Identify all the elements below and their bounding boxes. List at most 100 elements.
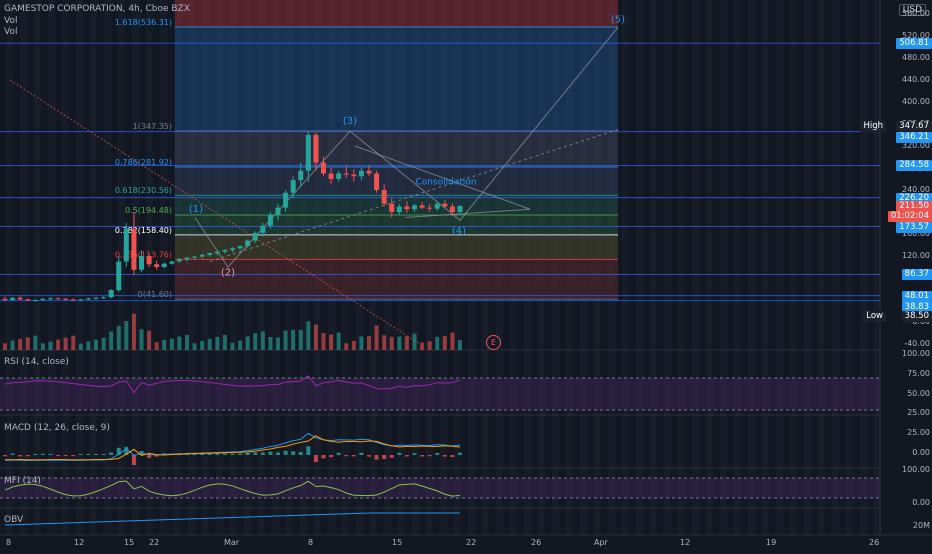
volume-bar: [306, 321, 311, 350]
indicator-axis-tick: 20M: [912, 521, 930, 530]
candle-body: [17, 297, 23, 300]
grid-stripe: [776, 0, 783, 535]
macd-histogram-bar: [238, 453, 243, 455]
volume-bar: [48, 341, 53, 350]
volume-bar: [185, 334, 189, 350]
candle-body: [260, 225, 266, 233]
macd-histogram-bar: [124, 446, 129, 455]
macd-histogram-bar: [245, 452, 250, 455]
grid-stripe: [622, 0, 629, 535]
grid-stripe: [76, 0, 83, 535]
candle-body: [63, 298, 69, 300]
macd-label[interactable]: MACD (12, 26, close, 9): [4, 423, 110, 433]
price-tag: 38.50: [901, 311, 932, 322]
price-axis-tick: 400.00: [902, 97, 930, 106]
macd-histogram-bar: [420, 455, 425, 457]
fib-zone: [175, 166, 618, 196]
fib-level-label: 0(41.60): [138, 290, 172, 299]
rsi-band: [0, 378, 880, 410]
grid-stripe: [860, 0, 867, 535]
candle-body: [10, 297, 16, 300]
grid-stripe: [818, 0, 825, 535]
volume-bar: [169, 338, 174, 350]
fib-level-label: 0.5(194.48): [125, 206, 172, 215]
wave-label: (2): [221, 267, 235, 278]
price-axis-tick: -40.00: [904, 339, 930, 348]
macd-histogram-bar: [306, 446, 311, 455]
volume-bar: [420, 342, 425, 350]
macd-histogram-bar: [359, 452, 364, 455]
price-axis-tick: 560.00: [902, 9, 930, 18]
macd-histogram-bar: [200, 453, 205, 455]
price-tag: 506.81: [896, 38, 932, 50]
macd-histogram-bar: [321, 455, 326, 459]
volume-bar: [222, 334, 227, 350]
volume-bar: [101, 337, 106, 350]
symbol-title[interactable]: GAMESTOP CORPORATION, 4h, Cboe BZX: [4, 4, 190, 14]
volume-legend-2: Vol: [4, 27, 18, 37]
grid-stripe: [104, 0, 111, 535]
time-axis-tick: 26: [869, 538, 880, 547]
fib-zone: [175, 27, 618, 131]
macd-histogram-bar: [283, 450, 288, 455]
time-axis-tick: 22: [466, 538, 477, 547]
volume-bar: [139, 329, 144, 350]
candle-body: [169, 261, 175, 264]
fib-level-label: 0.786(281.92): [115, 158, 172, 167]
candle-body: [123, 228, 129, 262]
macd-histogram-bar: [154, 455, 159, 457]
candle-body: [252, 232, 258, 241]
price-tag: 173.57: [896, 221, 932, 233]
candle-body: [404, 206, 410, 210]
volume-bar: [329, 334, 334, 350]
obv-label[interactable]: OBV: [4, 515, 24, 525]
macd-histogram-bar: [336, 452, 341, 455]
macd-histogram-bar: [442, 455, 447, 457]
candle-body: [358, 170, 364, 177]
price-tag: 346.21: [896, 131, 932, 143]
volume-bar: [147, 330, 152, 350]
time-axis-tick: Mar: [224, 538, 240, 547]
mfi-label[interactable]: MFI (14): [4, 476, 41, 486]
price-tag: Low: [863, 311, 886, 322]
candle-body: [154, 264, 160, 267]
volume-bar: [116, 325, 121, 350]
candle-body: [116, 261, 122, 291]
macd-histogram-bar: [329, 455, 334, 458]
volume-bar: [442, 336, 447, 350]
macd-histogram-bar: [192, 453, 197, 455]
wave-label: (3): [343, 116, 357, 127]
macd-histogram-bar: [116, 447, 121, 455]
earnings-badge[interactable]: E: [486, 335, 501, 350]
grid-stripe: [160, 0, 167, 535]
obv-line: [4, 512, 460, 526]
volume-bar: [245, 336, 250, 350]
fib-level-label: 1.618(536.31): [115, 18, 172, 27]
candle-body: [40, 298, 46, 300]
grid-stripe: [846, 0, 853, 535]
macd-histogram-bar: [230, 453, 235, 455]
macd-histogram-bar: [33, 453, 38, 455]
volume-bar: [33, 335, 38, 350]
volume-bar: [40, 343, 45, 350]
currency-button[interactable]: USD: [898, 4, 926, 16]
macd-histogram-bar: [207, 453, 212, 455]
volume-bar: [298, 330, 303, 350]
consolidation-annotation: Consolidation: [415, 178, 476, 188]
rsi-label[interactable]: RSI (14, close): [4, 357, 69, 367]
candle-body: [55, 298, 61, 300]
grid-stripe: [748, 0, 755, 535]
fib-level-label: 0.618(230.56): [115, 186, 172, 195]
macd-histogram-bar: [382, 455, 387, 459]
mfi-band: [0, 478, 880, 498]
macd-histogram-bar: [25, 455, 30, 457]
candle-body: [199, 254, 205, 257]
candle-body: [343, 173, 349, 175]
volume-bar: [367, 336, 371, 350]
volume-bar: [215, 336, 220, 350]
grid-stripe: [692, 0, 699, 535]
time-axis-tick: Apr: [594, 538, 608, 547]
candle-body: [85, 298, 91, 300]
